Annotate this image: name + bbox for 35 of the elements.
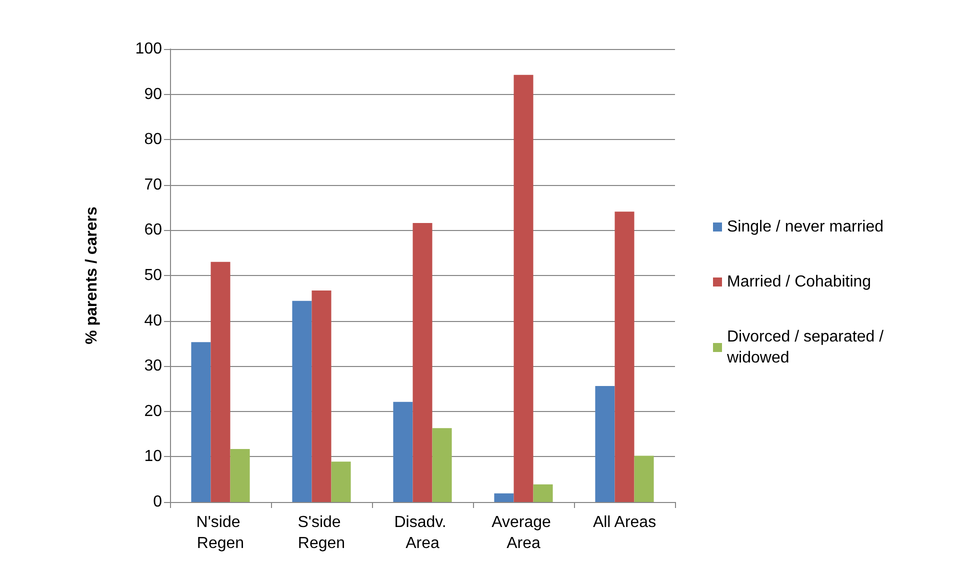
- bar: [292, 300, 312, 502]
- bar: [191, 342, 211, 502]
- bar: [634, 456, 654, 502]
- y-tick-label: 20: [144, 402, 162, 420]
- y-axis-title: % parents / carers: [84, 206, 100, 344]
- bar: [533, 484, 553, 502]
- bar: [514, 74, 534, 502]
- bar: [312, 290, 332, 502]
- y-tick-label: 30: [144, 358, 162, 375]
- bar: [230, 449, 250, 502]
- y-tick-label: 80: [144, 131, 162, 148]
- legend-label: Divorced / separated / widowed: [726, 328, 888, 366]
- y-tick-label: 50: [144, 267, 162, 284]
- y-tick-label: 0: [153, 494, 162, 510]
- bar: [331, 462, 351, 502]
- bar: [494, 493, 514, 502]
- x-tick-label: S'side Regen: [298, 514, 346, 552]
- bar: [432, 428, 452, 502]
- x-tick-label: All Areas: [592, 514, 656, 531]
- y-tick-label: 10: [144, 448, 162, 466]
- bar: [614, 212, 634, 502]
- bar: [210, 262, 230, 502]
- bar: [412, 222, 432, 502]
- x-tick-label: Average Area: [492, 514, 556, 552]
- y-tick-label: 90: [144, 86, 162, 103]
- bar: [393, 402, 413, 502]
- x-tick-label: Disadv. Area: [394, 514, 451, 552]
- y-tick-label: 60: [144, 222, 162, 239]
- bar: [595, 386, 615, 502]
- y-tick-label: 70: [144, 176, 162, 194]
- x-tick-label: N'side Regen: [196, 514, 245, 552]
- y-tick-label: 100: [135, 40, 162, 58]
- y-tick-label: 40: [144, 312, 162, 330]
- legend-label: Married / Cohabiting: [727, 274, 872, 290]
- legend-label: Single / never married: [727, 218, 884, 236]
